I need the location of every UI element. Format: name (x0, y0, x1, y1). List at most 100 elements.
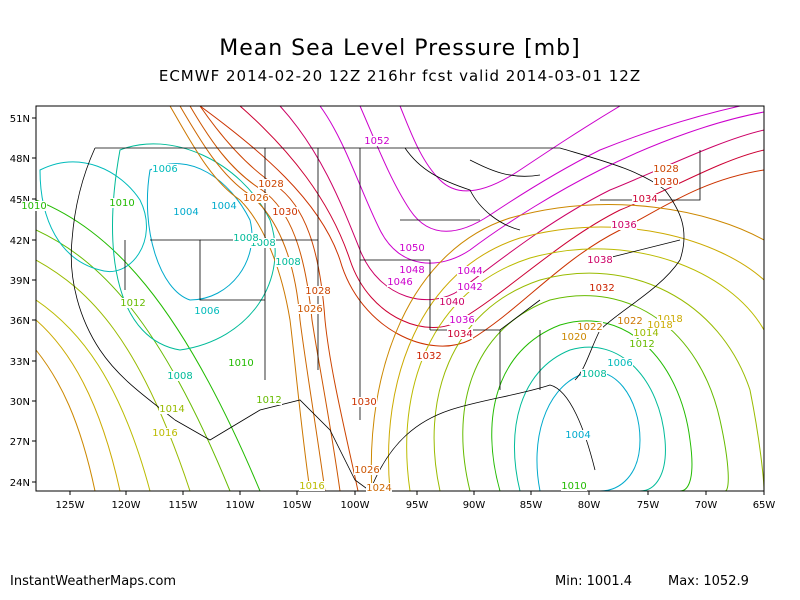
contour-label-bg (611, 220, 637, 230)
contour-label-bg (120, 298, 146, 308)
contour-label: 1030 (653, 177, 678, 188)
contour-label-bg (647, 320, 673, 330)
min-pressure: Min: 1001.4 (555, 574, 633, 589)
contour-label: 1034 (632, 194, 657, 205)
contour-label: 1036 (449, 315, 474, 326)
contour-label-bg (364, 136, 390, 146)
contour-label: 1012 (120, 298, 145, 309)
contour-label-bg (258, 179, 284, 189)
lon-label: 65W (753, 500, 776, 511)
contour-label-bg (457, 266, 483, 276)
contour-label: 1028 (305, 286, 330, 297)
lon-label: 80W (578, 500, 601, 511)
lon-label: 105W (283, 500, 312, 511)
contour-label: 1004 (211, 201, 236, 212)
longitude-axis: 125W 120W 115W 110W 105W 100W 95W 90W 85W 80W 75W 7… (56, 491, 776, 511)
contour-label-bg (617, 316, 643, 326)
contour-label-bg (194, 306, 220, 316)
contour-label-bg (167, 371, 193, 381)
contour-label-bg (561, 332, 587, 342)
political-boundaries (70, 147, 701, 491)
contour-label-bg (629, 339, 655, 349)
contour-label-bg (159, 404, 185, 414)
contour-label-bg (299, 481, 325, 491)
contour-label: 1032 (416, 351, 441, 362)
lon-label: 75W (637, 500, 660, 511)
lat-label: 36N (10, 316, 30, 327)
contour-label: 1012 (256, 395, 281, 406)
lat-label: 39N (10, 276, 30, 287)
contour-label-bg (250, 238, 276, 248)
contour-label-bg (653, 177, 679, 187)
contour-label-bg (457, 282, 483, 292)
lat-label: 45N (10, 195, 30, 206)
contour-label: 1006 (194, 306, 219, 317)
contour-label: 1014 (159, 404, 184, 415)
contour-label-bg (449, 315, 475, 325)
contour-label-bg (399, 243, 425, 253)
lon-label: 120W (112, 500, 141, 511)
contour-label: 1018 (647, 320, 672, 331)
contour-label: 1008 (233, 233, 258, 244)
lat-label: 24N (10, 478, 30, 489)
contour-label: 1026 (354, 465, 379, 476)
contour-label-bg (447, 329, 473, 339)
lon-label: 90W (463, 500, 486, 511)
contour-label-bg (109, 198, 135, 208)
contour-label: 1010 (21, 201, 46, 212)
contour-label-bg (387, 277, 413, 287)
contour-label: 1008 (250, 238, 275, 249)
lon-label: 125W (56, 500, 85, 511)
contour-label-bg (577, 322, 603, 332)
contour-label-bg (275, 257, 301, 267)
contour-label-bg (233, 233, 259, 243)
contour-label: 1018 (657, 314, 682, 325)
contour-label-bg (21, 201, 47, 211)
contour-label-bg (439, 297, 465, 307)
contour-label: 1016 (299, 481, 324, 492)
lon-label: 85W (520, 500, 543, 511)
contour-label-bg (354, 465, 380, 475)
latitude-axis: 51N 48N 45N 42N 39N 36N 33N 30N 27N 24N (10, 114, 36, 489)
contour-label-bg (351, 397, 377, 407)
contour-label-bg (561, 481, 587, 491)
contour-label-bg (565, 430, 591, 440)
contour-label-bg (589, 283, 615, 293)
contour-label: 1046 (387, 277, 412, 288)
contour-label: 1040 (439, 297, 464, 308)
contour-label-bg (633, 328, 659, 338)
contour-label-bg (173, 207, 199, 217)
contour-label: 1022 (577, 322, 602, 333)
contour-label: 1030 (272, 207, 297, 218)
contour-label: 1004 (565, 430, 590, 441)
contour-field (36, 106, 764, 491)
contour-label: 1010 (561, 481, 586, 492)
chart-subtitle: ECMWF 2014-02-20 12Z 216hr fcst valid 20… (158, 67, 642, 85)
contour-label: 1044 (457, 266, 482, 277)
contour-label: 1028 (653, 164, 678, 175)
contour-label: 1008 (167, 371, 192, 382)
contour-label: 1048 (399, 265, 424, 276)
contour-label-bg (632, 194, 658, 204)
lon-label: 100W (341, 500, 370, 511)
map-frame-border (35, 105, 765, 492)
contour-label: 1026 (297, 304, 322, 315)
contour-label: 1024 (366, 483, 391, 494)
contour-label: 1036 (611, 220, 636, 231)
contour-label: 1022 (617, 316, 642, 327)
contour-label: 1030 (351, 397, 376, 408)
contour-label: 1034 (447, 329, 472, 340)
contour-label-bg (653, 164, 679, 174)
contour-label: 1016 (152, 428, 177, 439)
contour-label: 1050 (399, 243, 424, 254)
contour-label: 1006 (607, 358, 632, 369)
contour-label-bg (211, 201, 237, 211)
contour-label-bg (297, 304, 323, 314)
contour-label: 1020 (561, 332, 586, 343)
contour-label: 1028 (258, 179, 283, 190)
contour-label: 1038 (587, 255, 612, 266)
contour-label: 1052 (364, 136, 389, 147)
lat-label: 48N (10, 154, 30, 165)
